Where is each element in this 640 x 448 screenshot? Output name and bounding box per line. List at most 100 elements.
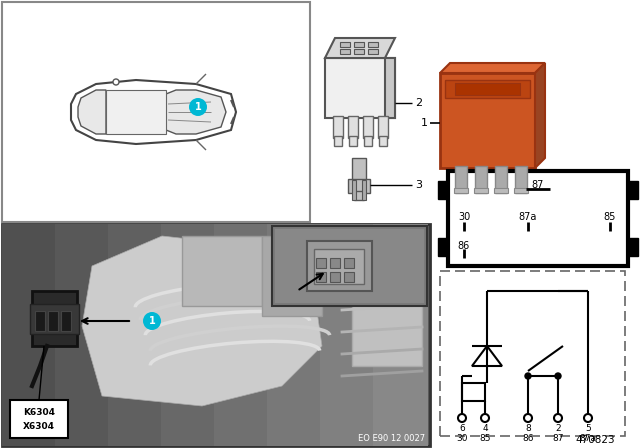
- Bar: [348, 116, 358, 138]
- Text: 87: 87: [532, 180, 544, 190]
- Bar: [373, 224, 428, 446]
- Text: 87a: 87a: [579, 434, 596, 443]
- Bar: [349, 136, 357, 146]
- Text: 1: 1: [421, 118, 428, 128]
- Text: 1: 1: [195, 102, 202, 112]
- Bar: [354, 191, 364, 200]
- Polygon shape: [166, 90, 226, 134]
- Text: 85: 85: [479, 434, 491, 443]
- Bar: [267, 224, 322, 446]
- Bar: [363, 116, 373, 138]
- Bar: [32, 291, 77, 346]
- Polygon shape: [440, 63, 545, 73]
- Bar: [272, 226, 427, 306]
- Bar: [378, 116, 388, 138]
- Bar: [161, 224, 216, 446]
- Text: EO E90 12 0027: EO E90 12 0027: [358, 434, 425, 443]
- Bar: [334, 136, 342, 146]
- Bar: [320, 224, 375, 446]
- Bar: [368, 49, 378, 54]
- Bar: [330, 272, 340, 282]
- Polygon shape: [535, 63, 545, 168]
- Bar: [445, 80, 530, 98]
- Bar: [108, 224, 163, 446]
- Polygon shape: [472, 346, 502, 366]
- Bar: [2, 2, 310, 222]
- Bar: [454, 188, 468, 193]
- Bar: [316, 258, 326, 268]
- Polygon shape: [82, 236, 322, 406]
- Circle shape: [554, 414, 562, 422]
- Bar: [340, 49, 350, 54]
- Polygon shape: [325, 38, 395, 58]
- Bar: [438, 238, 448, 256]
- Text: 8: 8: [525, 423, 531, 432]
- Bar: [30, 304, 79, 334]
- Text: 5: 5: [585, 423, 591, 432]
- Text: 2: 2: [415, 98, 422, 108]
- Bar: [379, 136, 387, 146]
- Circle shape: [525, 373, 531, 379]
- Bar: [2, 224, 430, 446]
- Circle shape: [524, 414, 532, 422]
- Text: 470823: 470823: [575, 435, 615, 445]
- Bar: [344, 272, 354, 282]
- Bar: [368, 42, 378, 47]
- Circle shape: [189, 98, 207, 116]
- Bar: [474, 188, 488, 193]
- Bar: [628, 181, 638, 199]
- Bar: [495, 166, 507, 193]
- Circle shape: [143, 312, 161, 330]
- Bar: [307, 241, 372, 291]
- Bar: [475, 166, 487, 193]
- Bar: [48, 311, 58, 331]
- Bar: [55, 224, 110, 446]
- Bar: [352, 158, 366, 180]
- Bar: [61, 311, 71, 331]
- Bar: [440, 271, 625, 436]
- Bar: [515, 166, 527, 193]
- Bar: [455, 166, 467, 193]
- Polygon shape: [71, 80, 236, 144]
- Bar: [440, 271, 625, 436]
- Text: 30: 30: [456, 434, 468, 443]
- Bar: [354, 49, 364, 54]
- Bar: [448, 171, 628, 266]
- Text: 30: 30: [458, 212, 470, 222]
- Text: 87: 87: [552, 434, 564, 443]
- Bar: [438, 181, 448, 199]
- Bar: [182, 236, 262, 306]
- Text: 85: 85: [604, 212, 616, 222]
- Circle shape: [113, 79, 119, 85]
- Bar: [275, 229, 424, 303]
- Bar: [2, 224, 57, 446]
- Bar: [494, 188, 508, 193]
- Bar: [35, 311, 45, 331]
- Bar: [316, 272, 326, 282]
- Text: 3: 3: [415, 180, 422, 190]
- Circle shape: [555, 373, 561, 379]
- Bar: [333, 116, 343, 138]
- Bar: [628, 238, 638, 256]
- Bar: [214, 224, 269, 446]
- Polygon shape: [78, 90, 106, 134]
- Bar: [344, 258, 354, 268]
- Circle shape: [458, 414, 466, 422]
- Text: 6: 6: [459, 423, 465, 432]
- Bar: [330, 258, 340, 268]
- Bar: [364, 136, 372, 146]
- Bar: [514, 188, 528, 193]
- Bar: [262, 236, 322, 316]
- Text: 86: 86: [458, 241, 470, 251]
- Circle shape: [481, 414, 489, 422]
- Bar: [10, 400, 68, 438]
- Polygon shape: [106, 90, 166, 134]
- Bar: [314, 249, 364, 284]
- Bar: [348, 179, 370, 193]
- Bar: [340, 42, 350, 47]
- Text: X6304: X6304: [23, 422, 55, 431]
- Text: 2: 2: [555, 423, 561, 432]
- Bar: [362, 180, 366, 200]
- Polygon shape: [385, 58, 395, 118]
- Text: 4: 4: [482, 423, 488, 432]
